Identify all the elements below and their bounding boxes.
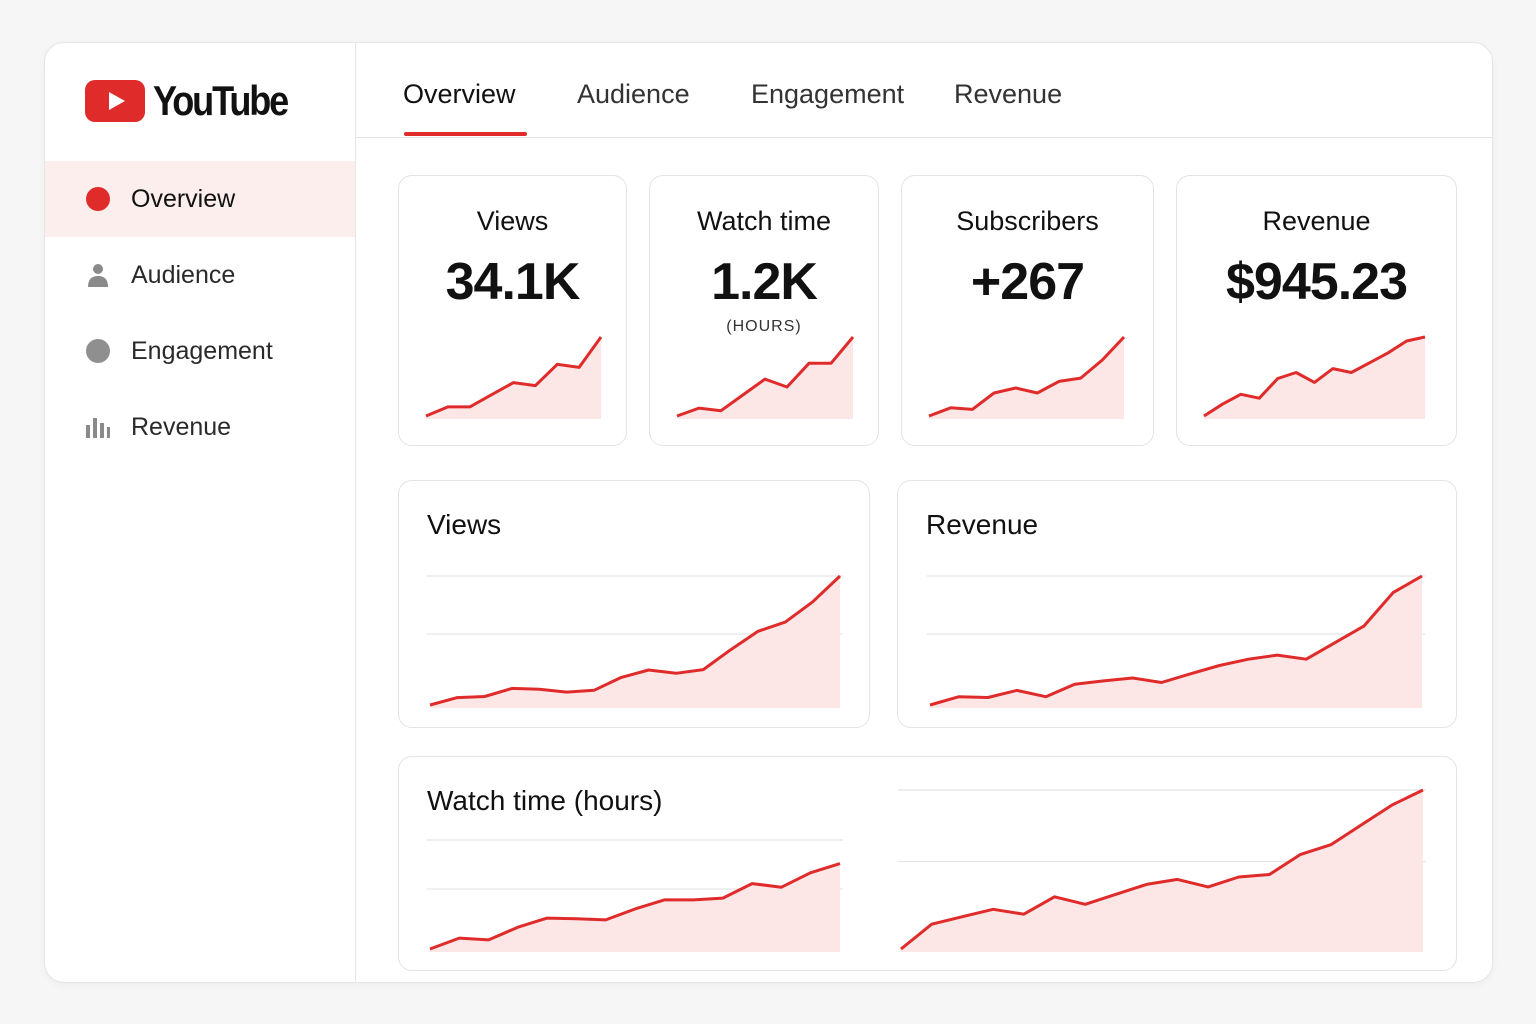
series-line	[429, 862, 841, 951]
series-line	[929, 574, 1423, 707]
subscribers-sparkline	[928, 335, 1126, 419]
area-fill	[901, 790, 1423, 952]
area-fill	[677, 337, 853, 419]
brand[interactable]: YouTube	[85, 77, 309, 124]
stat-value: $945.23	[1226, 253, 1408, 311]
stat-title: Subscribers	[956, 206, 1099, 236]
chart-title: Watch time (hours)	[427, 785, 663, 816]
chart-title: Revenue	[926, 509, 1039, 540]
sidebar-item-label: Revenue	[131, 412, 232, 441]
series-line	[1203, 335, 1426, 418]
tab-engagement[interactable]: Engagement	[751, 79, 905, 109]
stat-value: 1.2K	[711, 253, 818, 311]
stat-card-views[interactable]: Views 34.1K	[398, 175, 627, 446]
active-tab-indicator	[404, 132, 527, 136]
area-fill	[426, 337, 601, 419]
area-fill	[930, 576, 1422, 708]
sidebar: YouTube Overview Audience Engagement	[45, 43, 356, 982]
sidebar-item-label: Audience	[131, 260, 236, 289]
stat-title: Revenue	[1262, 206, 1371, 236]
series-line	[676, 336, 855, 418]
tab-overview[interactable]: Overview	[403, 79, 516, 109]
sidebar-item-overview[interactable]: Overview	[45, 161, 355, 237]
bar-chart-icon	[85, 414, 111, 440]
stat-card-revenue[interactable]: Revenue $945.23	[1176, 175, 1457, 446]
watch-time-sparkline	[676, 336, 855, 419]
area-fill	[430, 576, 840, 708]
top-tabs: Overview Audience Engagement Revenue	[356, 43, 1492, 138]
sidebar-item-revenue[interactable]: Revenue	[45, 389, 355, 465]
series-line	[900, 788, 1424, 951]
stat-value: +267	[970, 253, 1085, 311]
revenue-sparkline	[1203, 335, 1426, 419]
chart-title: Views	[427, 509, 502, 540]
stat-value: 34.1K	[445, 253, 581, 311]
stat-title: Views	[476, 206, 549, 236]
series-line	[425, 336, 603, 418]
sidebar-item-label: Engagement	[131, 336, 273, 365]
person-icon	[85, 262, 111, 288]
sidebar-nav: Overview Audience Engagement Revenue	[45, 161, 355, 465]
revenue-chart	[927, 574, 1425, 708]
views-sparkline	[425, 336, 603, 419]
red-dot-icon	[85, 186, 111, 212]
series-line	[928, 335, 1126, 418]
area-fill	[430, 863, 840, 952]
stat-title: Watch time	[696, 206, 832, 236]
youtube-play-icon	[85, 80, 145, 122]
tab-revenue[interactable]: Revenue	[954, 79, 1063, 109]
sidebar-item-audience[interactable]: Audience	[45, 237, 355, 313]
sidebar-item-engagement[interactable]: Engagement	[45, 313, 355, 389]
series-line	[429, 574, 842, 707]
analytics-window: YouTube Overview Audience Engagement	[44, 42, 1493, 983]
watch-time-chart	[427, 839, 843, 952]
stat-unit: (HOURS)	[726, 318, 802, 335]
stat-card-subscribers[interactable]: Subscribers +267	[901, 175, 1154, 446]
stat-card-watch-time[interactable]: Watch time 1.2K (HOURS)	[649, 175, 879, 446]
area-fill	[929, 337, 1124, 419]
views-chart	[427, 574, 843, 708]
views-chart-card[interactable]: Views	[398, 480, 870, 728]
sidebar-item-label: Overview	[131, 184, 236, 213]
revenue-chart-card[interactable]: Revenue	[897, 480, 1457, 728]
tab-audience[interactable]: Audience	[577, 79, 690, 109]
watch-time-chart-card[interactable]: Watch time (hours)	[398, 756, 1457, 971]
watch-time-comparison-chart	[898, 788, 1426, 952]
brand-name: YouTube	[153, 77, 289, 124]
gray-dot-icon	[85, 338, 111, 364]
